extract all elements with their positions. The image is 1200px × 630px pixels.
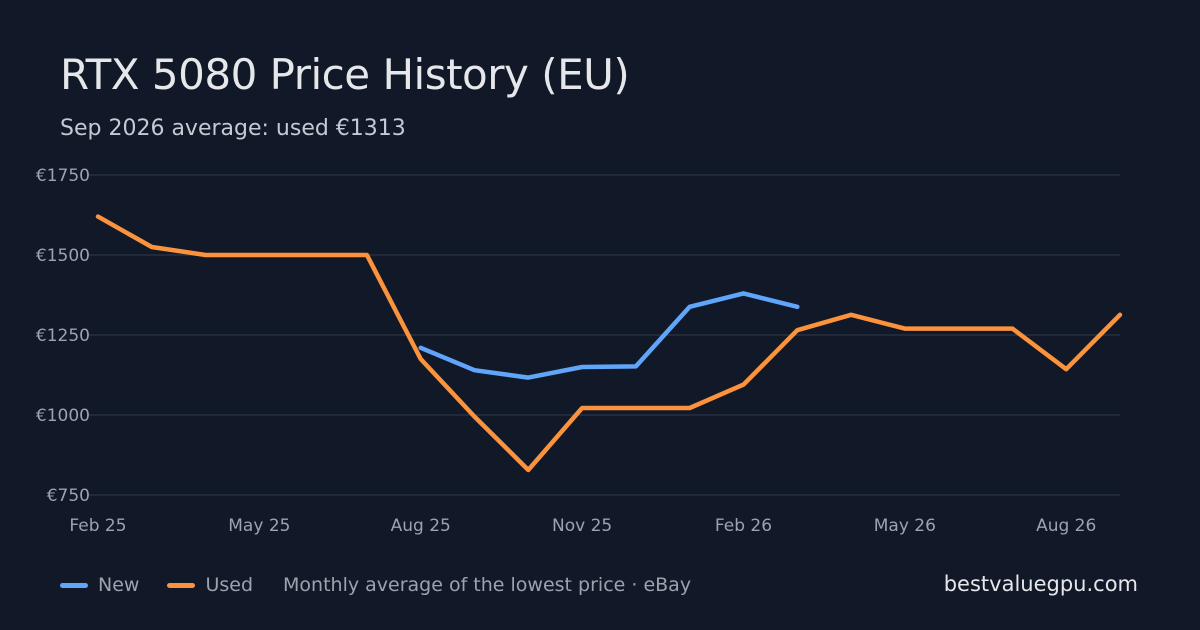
legend-item-new: New (60, 574, 139, 596)
grid-layer (88, 174, 1120, 496)
x-axis-ticks: Feb 25 May 25 Aug 25 Nov 25 Feb 26 May 26 Aug … (69, 516, 1096, 536)
x-tick-label: May 25 (228, 516, 290, 536)
y-axis-ticks: €750 €1000 €1250 €1500 €1750 (36, 166, 90, 506)
y-tick-label: €1500 (36, 246, 90, 266)
y-tick-label: €1250 (36, 326, 90, 346)
x-tick-label: Feb 26 (715, 516, 772, 536)
legend-item-used: Used (167, 574, 253, 596)
source-note: Monthly average of the lowest price · eB… (283, 574, 692, 596)
x-tick-label: Feb 25 (69, 516, 126, 536)
legend-label-new: New (98, 574, 140, 596)
y-tick-label: €1000 (36, 406, 90, 426)
x-tick-label: Aug 26 (1036, 516, 1096, 536)
x-tick-label: Aug 25 (391, 516, 451, 536)
legend-label-used: Used (205, 574, 254, 596)
legend-swatch-used (167, 582, 196, 588)
brand-link[interactable]: bestvaluegpu.com (943, 572, 1138, 596)
x-tick-label: Nov 25 (552, 516, 612, 536)
series-line-new (418, 291, 800, 380)
series-layer (95, 214, 1123, 473)
series-line-used (95, 214, 1123, 473)
y-tick-label: €1750 (36, 166, 90, 186)
legend-swatch-new (60, 582, 88, 588)
legend: New Used Monthly average of the lowest p… (60, 574, 691, 596)
chart-title: RTX 5080 Price History (EU) (60, 50, 630, 99)
x-tick-label: May 26 (874, 516, 936, 536)
chart-subtitle: Sep 2026 average: used €1313 (60, 116, 406, 141)
y-tick-label: €750 (47, 486, 90, 506)
